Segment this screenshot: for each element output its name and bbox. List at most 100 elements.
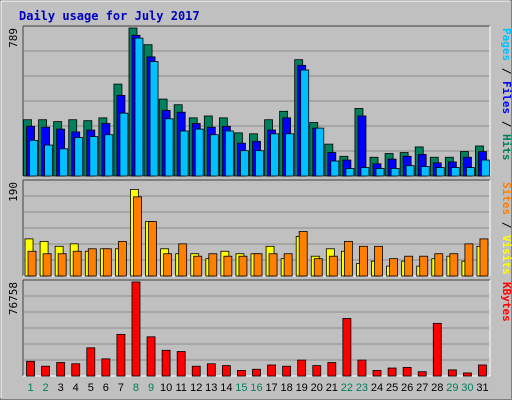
bar-pages-day-2 [44,144,53,177]
series-legend: Pages / Files / Hits [500,28,512,161]
day-label-23: 23 [356,382,368,394]
bar-sites-day-19 [298,231,308,277]
bar-pages-day-17 [270,133,279,177]
bar-pages-day-16 [255,150,264,177]
bar-kbytes-day-8 [131,281,141,377]
bar-sites-day-23 [359,245,368,277]
bar-kbytes-day-7 [116,333,126,377]
day-label-22: 22 [341,382,353,394]
chart-panel-3: 76758 KBytes [7,279,512,377]
bar-kbytes-day-9 [146,336,156,377]
bar-kbytes-day-26 [402,367,412,377]
bar-kbytes-day-16 [252,368,261,377]
bar-pages-day-28 [435,167,445,177]
bar-sites-day-3 [57,253,67,277]
chart-panel-1: 789 Pages / Files / Hits [7,25,512,177]
bar-kbytes-day-29 [447,369,457,377]
bar-kbytes-day-19 [297,359,307,377]
bar-pages-day-9 [149,61,159,177]
bar-kbytes-day-13 [206,363,216,377]
bar-kbytes-day-22 [342,318,352,377]
bar-sites-day-29 [449,253,459,277]
bar-sites-day-20 [313,258,323,277]
bar-pages-day-21 [330,160,340,177]
bar-pages-day-22 [345,168,355,177]
bar-sites-day-27 [419,255,429,277]
bar-pages-day-11 [179,130,189,177]
bar-pages-day-29 [450,167,460,177]
y-max-label: 76758 [7,282,20,315]
bar-pages-day-18 [285,133,295,177]
bar-sites-day-31 [479,238,489,277]
bar-kbytes-day-2 [41,365,50,377]
bar-sites-day-5 [87,248,97,277]
bar-pages-day-13 [209,134,219,177]
bar-kbytes-day-4 [71,363,81,377]
bar-kbytes-day-12 [191,365,201,377]
bar-pages-day-27 [420,166,430,177]
day-label-4: 4 [73,382,79,394]
day-label-6: 6 [103,382,109,394]
bar-sites-day-9 [148,221,157,277]
bar-pages-day-26 [405,165,415,177]
bar-sites-day-11 [178,243,188,277]
bar-kbytes-day-10 [161,349,171,377]
day-label-21: 21 [326,382,338,394]
bar-sites-day-30 [464,243,474,277]
bar-pages-day-1 [29,139,38,177]
day-label-13: 13 [205,382,217,394]
bar-kbytes-day-30 [463,372,472,377]
bar-pages-day-5 [89,136,99,177]
day-label-27: 27 [416,382,428,394]
bar-sites-day-18 [283,253,293,277]
bar-kbytes-day-28 [432,322,442,377]
bar-sites-day-7 [118,240,127,277]
chart-panel-2: 190 Sites / Visits [7,179,512,277]
bar-sites-day-15 [238,255,248,277]
bar-pages-day-14 [224,130,234,177]
bar-kbytes-day-5 [86,347,96,377]
day-label-9: 9 [148,382,154,394]
day-label-29: 29 [446,382,458,394]
day-label-25: 25 [386,382,398,394]
day-label-31: 31 [476,382,488,394]
bar-sites-day-8 [133,196,142,277]
bar-kbytes-day-27 [417,371,427,377]
bar-sites-day-13 [208,253,218,277]
day-label-8: 8 [133,382,139,394]
bar-kbytes-day-25 [387,367,397,377]
day-label-20: 20 [311,382,323,394]
day-label-12: 12 [190,382,202,394]
bar-pages-day-25 [390,168,400,177]
bar-sites-day-10 [163,253,173,277]
y-max-label: 789 [7,28,20,48]
bar-kbytes-day-6 [101,358,111,377]
bar-sites-day-25 [389,258,398,277]
bar-pages-day-23 [360,167,370,177]
bar-pages-day-30 [466,167,475,177]
bar-sites-day-4 [72,250,82,277]
bar-files-day-23 [357,115,367,177]
bar-kbytes-day-24 [372,370,382,377]
bar-sites-day-14 [223,255,233,277]
bar-kbytes-day-18 [282,365,292,377]
day-label-24: 24 [371,382,383,394]
day-label-1: 1 [27,382,33,394]
bar-kbytes-day-3 [56,362,66,377]
day-label-26: 26 [401,382,413,394]
bar-kbytes-day-21 [327,362,337,377]
bar-sites-day-2 [42,253,52,277]
chart-title: Daily usage for July 2017 [19,9,200,23]
bar-sites-day-24 [374,245,383,277]
bar-pages-day-4 [74,137,84,177]
bar-sites-day-1 [27,250,37,277]
bar-kbytes-day-23 [357,359,367,377]
bar-kbytes-day-31 [478,364,487,377]
day-label-18: 18 [281,382,293,394]
bar-pages-day-3 [59,148,69,177]
day-label-30: 30 [461,382,473,394]
bar-pages-day-24 [375,168,385,177]
bar-sites-day-12 [193,255,203,277]
bar-sites-day-26 [404,255,414,277]
